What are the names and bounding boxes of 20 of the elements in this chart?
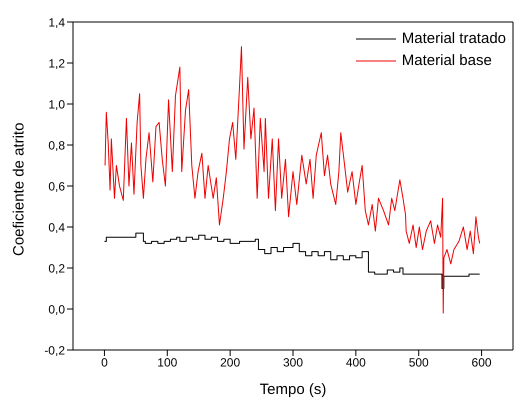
y-axis-title: Coeficiente de atrito bbox=[10, 122, 28, 256]
x-tick-label: 500 bbox=[408, 356, 430, 370]
y-tick-label: 1,2 bbox=[48, 56, 66, 70]
x-tick-label: 600 bbox=[472, 356, 492, 370]
y-tick-label: 0,2 bbox=[48, 261, 66, 276]
x-tick-label: 200 bbox=[220, 356, 240, 370]
y-tick-label: 0,4 bbox=[48, 220, 66, 234]
x-axis-title: Tempo (s) bbox=[260, 381, 326, 398]
y-tick-label: 1,0 bbox=[48, 97, 66, 112]
y-tick-label: 0,8 bbox=[48, 138, 66, 152]
legend-label: Material base bbox=[402, 51, 492, 71]
y-tick-label: 0,6 bbox=[48, 179, 66, 194]
x-tick-label: 100 bbox=[157, 356, 178, 370]
x-tick-label: 400 bbox=[346, 356, 366, 370]
x-tick-label: 0 bbox=[101, 356, 108, 370]
x-tick-label: 300 bbox=[282, 356, 304, 370]
legend-label: Material tratado bbox=[402, 29, 506, 49]
y-tick-label: -0,2 bbox=[44, 343, 66, 358]
y-tick-label: 1,4 bbox=[48, 15, 66, 30]
y-tick-label: 0,0 bbox=[48, 302, 66, 316]
